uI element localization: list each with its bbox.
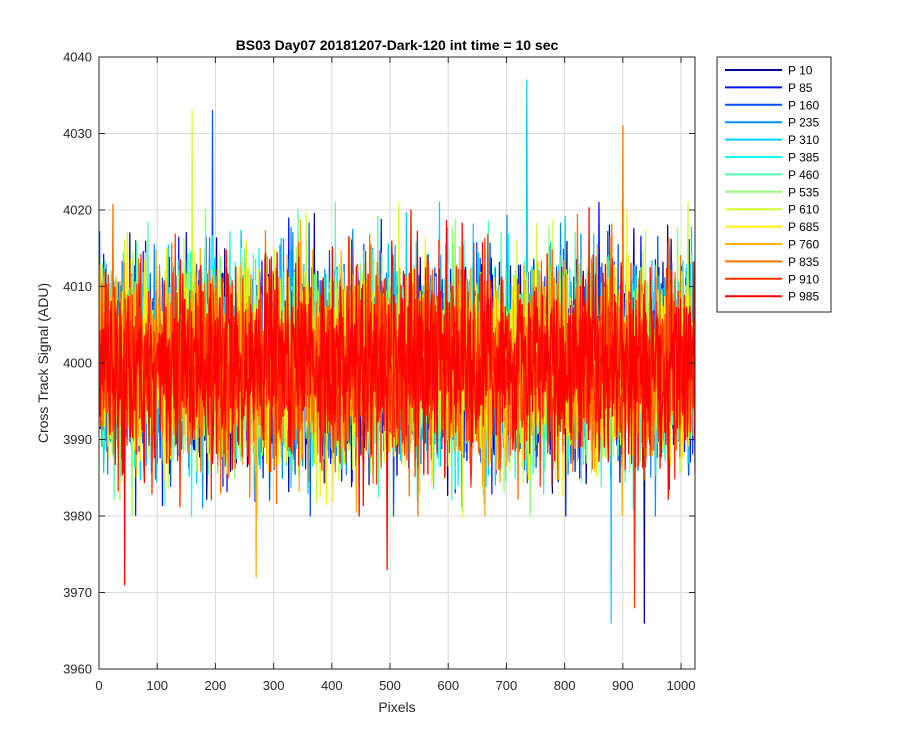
legend-label: P 985	[788, 290, 819, 304]
legend-item: P 160	[725, 98, 819, 112]
x-tick-label: 400	[321, 678, 343, 693]
y-tick-label: 4010	[63, 279, 92, 294]
x-tick-label: 200	[205, 678, 227, 693]
x-tick-label: 100	[146, 678, 168, 693]
legend: P 10 P 85 P 160 P 235 P 310 P 385 P 460 P 535 P …	[716, 56, 832, 313]
y-tick-label: 4020	[63, 203, 92, 218]
x-tick-label: 700	[496, 678, 518, 693]
legend-item: P 310	[725, 133, 819, 147]
legend-label: P 835	[788, 255, 819, 269]
y-tick-label: 3970	[63, 585, 92, 600]
legend-item: P 85	[725, 81, 813, 95]
legend-label: P 85	[788, 81, 813, 95]
y-tick-label: 3960	[63, 662, 92, 677]
series-line-p-985	[99, 207, 695, 586]
y-axis-label: Cross Track Signal (ADU)	[35, 283, 51, 443]
legend-label: P 235	[788, 116, 819, 130]
x-tick-label: 500	[379, 678, 401, 693]
legend-label: P 385	[788, 151, 819, 165]
x-tick-label: 1000	[667, 678, 696, 693]
x-tick-label: 600	[437, 678, 459, 693]
legend-item: P 235	[725, 116, 819, 130]
legend-item: P 985	[725, 290, 819, 304]
legend-item: P 910	[725, 272, 819, 286]
legend-label: P 910	[788, 272, 819, 286]
x-axis-label: Pixels	[378, 699, 415, 715]
legend-item: P 10	[725, 64, 813, 78]
y-tick-label: 3980	[63, 509, 92, 524]
legend-item: P 535	[725, 185, 819, 199]
legend-item: P 610	[725, 203, 819, 217]
legend-label: P 310	[788, 133, 819, 147]
legend-item: P 760	[725, 238, 819, 252]
y-tick-label: 4000	[63, 356, 92, 371]
x-tick-label: 800	[554, 678, 576, 693]
legend-item: P 385	[725, 151, 819, 165]
y-axis-ticks: 3960 3970 3980 3990 4000 4010 4020 4030 4040	[63, 50, 695, 677]
legend-box	[716, 56, 832, 313]
legend-label: P 610	[788, 203, 819, 217]
legend-item: P 835	[725, 255, 819, 269]
x-tick-label: 300	[263, 678, 285, 693]
legend-item: P 685	[725, 220, 819, 234]
legend-label: P 460	[788, 168, 819, 182]
legend-label: P 10	[788, 64, 813, 78]
legend-label: P 760	[788, 238, 819, 252]
y-tick-label: 4040	[63, 50, 92, 65]
chart-title: BS03 Day07 20181207-Dark-120 int time = …	[236, 37, 559, 53]
x-axis-ticks: 0 100 200 300 400 500 600 700 800 900 1000	[95, 57, 695, 693]
legend-label: P 685	[788, 220, 819, 234]
legend-item: P 460	[725, 168, 819, 182]
x-tick-label: 900	[612, 678, 634, 693]
x-tick-label: 0	[95, 678, 102, 693]
y-tick-label: 3990	[63, 432, 92, 447]
legend-label: P 160	[788, 98, 819, 112]
legend-label: P 535	[788, 185, 819, 199]
y-tick-label: 4030	[63, 126, 92, 141]
series-lines	[99, 79, 695, 624]
